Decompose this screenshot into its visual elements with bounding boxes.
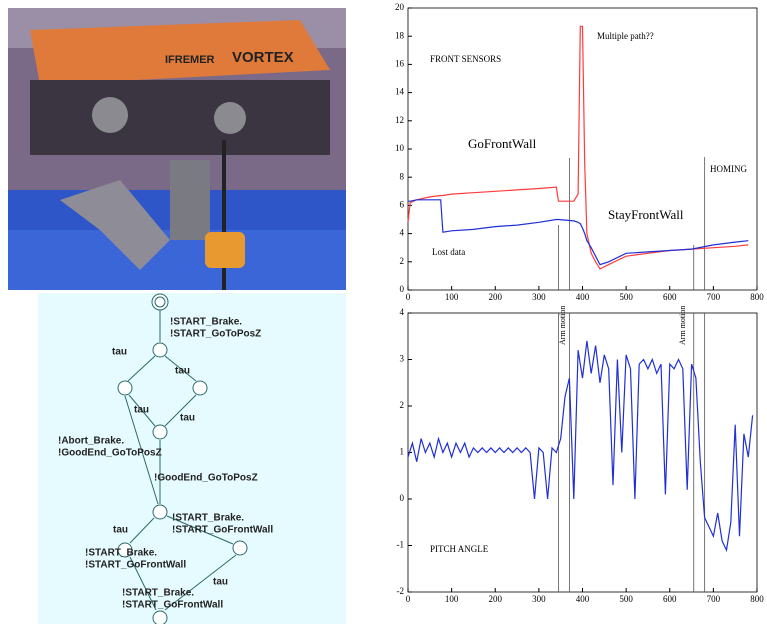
y-tick-label: 18 (395, 30, 405, 40)
data-line (407, 340, 754, 553)
x-tick-label: 400 (576, 594, 590, 604)
diagram-label: tau (113, 525, 128, 536)
diagram-label: !START_Brake. (172, 513, 244, 524)
annotation: Multiple path?? (597, 31, 654, 41)
y-tick-label: 10 (395, 143, 405, 153)
diagram-label: !START_GoFrontWall (85, 560, 186, 571)
y-tick-label: 16 (395, 58, 405, 68)
x-tick-label: 300 (532, 292, 546, 302)
y-tick-label: 8 (400, 171, 405, 181)
x-tick-label: 0 (406, 594, 411, 604)
node (192, 380, 208, 396)
node (152, 504, 168, 520)
edge (164, 554, 237, 611)
edge (124, 395, 159, 505)
edge (129, 517, 155, 544)
y-tick-label: 4 (400, 228, 405, 238)
annotation: FRONT SENSORS (430, 54, 501, 64)
y-tick-label: -1 (397, 540, 405, 550)
edges (124, 310, 237, 611)
x-tick-label: 200 (489, 292, 503, 302)
diagram-label: tau (180, 413, 195, 424)
data-line (408, 199, 749, 266)
nodes (117, 293, 248, 624)
diagram-label: tau (112, 347, 127, 358)
x-tick-label: 100 (445, 594, 459, 604)
y-tick-label: 1 (400, 447, 405, 457)
diagram-label: !START_Brake. (170, 317, 242, 328)
x-tick-label: 600 (663, 292, 677, 302)
edge (128, 394, 156, 427)
x-tick-label: 100 (445, 292, 459, 302)
node (152, 610, 168, 624)
x-tick-label: 700 (707, 292, 721, 302)
x-tick-label: 0 (406, 292, 411, 302)
x-tick-label: 500 (619, 292, 633, 302)
annotation: HOMING (710, 164, 747, 174)
node (117, 542, 133, 558)
edge (166, 515, 234, 545)
diagram-label: tau (213, 577, 228, 588)
y-tick-label: 2 (400, 400, 405, 410)
annotation: GoFrontWall (468, 136, 537, 151)
arm (60, 180, 170, 270)
diagram-label: !START_GoFrontWall (122, 600, 223, 611)
part (214, 102, 246, 134)
y-tick-label: 4 (400, 307, 405, 317)
edge (129, 556, 157, 611)
annotation: Arm motion (558, 306, 567, 345)
y-tick-label: -2 (397, 586, 405, 596)
photo: IFREMER VORTEX (8, 8, 346, 290)
x-tick-label: 200 (489, 594, 503, 604)
diagram-label: tau (175, 366, 190, 377)
diagram-label: !START_Brake. (85, 548, 157, 559)
edge (127, 355, 156, 382)
x-tick-label: 600 (663, 594, 677, 604)
annotation: Lost data (432, 247, 465, 257)
annotation: PITCH ANGLE (430, 544, 489, 554)
diagram-bg (38, 293, 346, 624)
diagram-label: !GoodEnd_GoToPosZ (154, 473, 258, 484)
diagram-label: !Abort_Brake. (58, 436, 124, 447)
diagram-label: tau (134, 405, 149, 416)
x-tick-label: 800 (750, 292, 764, 302)
photo-text: VORTEX (232, 49, 294, 66)
diagram: !START_Brake.!START_GoToPosZtautautautau… (38, 293, 346, 624)
float-block (30, 20, 330, 85)
node (117, 380, 133, 396)
pole (222, 140, 226, 290)
photo-text: IFREMER (165, 54, 215, 66)
x-tick-label: 300 (532, 594, 546, 604)
y-tick-label: 14 (395, 87, 405, 97)
x-tick-label: 500 (619, 594, 633, 604)
canister (205, 232, 245, 268)
y-tick-label: 6 (400, 199, 405, 209)
annotation: Arm motion (678, 306, 687, 345)
annotation: StayFrontWall (608, 207, 684, 222)
start-node-inner (154, 296, 166, 308)
arm (170, 160, 210, 240)
y-tick-label: 0 (400, 493, 405, 503)
y-tick-label: 0 (400, 284, 405, 294)
edge (164, 394, 197, 427)
diagram-label: !START_Brake. (122, 588, 194, 599)
y-tick-label: 20 (395, 2, 405, 12)
node (152, 424, 168, 440)
edge (164, 355, 197, 382)
diagram-label: !START_GoFrontWall (172, 525, 273, 536)
x-tick-label: 800 (750, 594, 764, 604)
y-tick-label: 3 (400, 354, 405, 364)
part (92, 97, 128, 133)
node (152, 342, 168, 358)
data-line (407, 25, 749, 270)
x-tick-label: 700 (707, 594, 721, 604)
node (232, 540, 248, 556)
frame (30, 80, 330, 155)
y-tick-label: 12 (395, 115, 404, 125)
y-tick-label: 2 (400, 256, 405, 266)
x-tick-label: 400 (576, 292, 590, 302)
diagram-label: !START_GoToPosZ (170, 329, 261, 340)
diagram-label: !GoodEnd_GoToPosZ (58, 448, 162, 459)
